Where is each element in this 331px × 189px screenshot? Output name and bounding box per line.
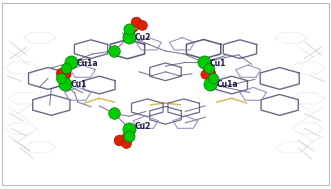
Point	[126, 28, 132, 31]
Point	[206, 67, 211, 70]
Point	[69, 61, 74, 64]
Point	[112, 112, 117, 115]
Point	[140, 23, 145, 26]
Point	[123, 141, 128, 144]
Text: Cu2: Cu2	[135, 122, 151, 131]
Text: Cu2: Cu2	[135, 33, 151, 42]
Text: Cu1: Cu1	[210, 59, 226, 68]
Point	[64, 67, 69, 70]
Point	[112, 50, 117, 53]
Text: Cu1a: Cu1a	[216, 80, 238, 89]
Point	[201, 61, 206, 64]
Point	[211, 77, 216, 80]
Point	[126, 127, 132, 130]
Point	[133, 21, 138, 24]
Point	[126, 35, 132, 38]
Point	[117, 138, 122, 141]
Text: Cu1a: Cu1a	[77, 59, 99, 68]
Point	[203, 73, 208, 76]
Point	[59, 71, 64, 74]
Point	[64, 73, 69, 76]
Point	[126, 135, 132, 138]
Point	[208, 83, 213, 86]
Text: Cu1: Cu1	[71, 80, 87, 89]
Point	[208, 71, 213, 74]
Point	[62, 83, 67, 86]
Point	[59, 77, 64, 80]
